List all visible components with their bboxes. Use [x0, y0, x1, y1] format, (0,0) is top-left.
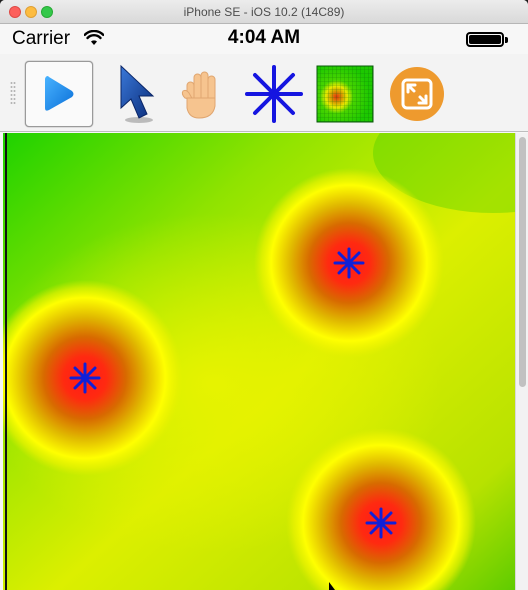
window-title: iPhone SE - iOS 10.2 (14C89) [183, 5, 345, 19]
heatmap-grid-icon [316, 65, 374, 123]
heat-source[interactable] [3, 280, 183, 476]
mouse-cursor-icon [329, 582, 335, 590]
heat-source[interactable] [286, 428, 476, 590]
battery-icon [466, 32, 504, 47]
add-source-button[interactable] [240, 61, 308, 127]
asterisk-icon [245, 65, 303, 123]
grip-handle-icon[interactable] [10, 81, 16, 105]
expand-icon [390, 67, 444, 121]
toolbar [0, 54, 528, 132]
vertical-scrollbar[interactable] [515, 133, 528, 590]
select-tool-button[interactable] [100, 61, 168, 127]
scrollbar-thumb[interactable] [519, 137, 526, 387]
carrier-label: Carrier [12, 28, 71, 49]
heatmap-canvas[interactable] [3, 133, 515, 590]
play-button[interactable] [25, 61, 93, 127]
canvas-left-edge [5, 133, 7, 590]
arrow-cursor-icon [120, 64, 155, 123]
wifi-icon [84, 30, 104, 45]
clock: 4:04 AM [227, 27, 301, 48]
window-titlebar: iPhone SE - iOS 10.2 (14C89) [0, 0, 528, 24]
hand-icon [181, 71, 216, 119]
ios-status-bar: Carrier 4:04 AM [0, 24, 528, 54]
minimize-window-button[interactable] [25, 6, 37, 18]
close-window-button[interactable] [9, 6, 21, 18]
zoom-window-button[interactable] [41, 6, 53, 18]
play-icon [45, 76, 74, 111]
heatmap-button[interactable] [311, 61, 379, 127]
battery-tip [505, 37, 508, 43]
pan-tool-button[interactable] [168, 61, 236, 127]
resize-button[interactable] [383, 61, 451, 127]
heat-source[interactable] [254, 168, 444, 358]
